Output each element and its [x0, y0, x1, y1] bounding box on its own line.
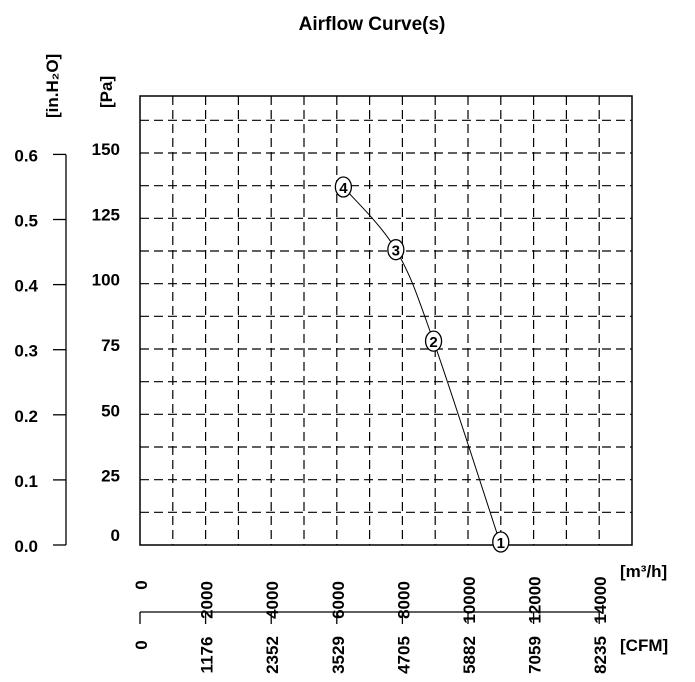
- y-tick-label: 100: [92, 271, 120, 290]
- x-tick-label-secondary: 0: [132, 640, 151, 649]
- x-tick-label-secondary: 1176: [198, 637, 217, 674]
- y-tick-label: 150: [92, 140, 120, 159]
- operating-point-marker: [492, 531, 510, 553]
- x-tick-label-secondary: 8235: [591, 636, 610, 674]
- x-tick-label: 10000: [460, 576, 479, 623]
- y-tick-label: 125: [92, 205, 120, 224]
- y-tick-label-secondary: 0.6: [14, 146, 38, 165]
- operating-point-label: 2: [429, 334, 437, 351]
- operating-point-marker: [424, 330, 443, 352]
- x-tick-label: 8000: [394, 581, 413, 619]
- x-tick-label-secondary: 7059: [526, 636, 545, 674]
- y-tick-label: 75: [101, 336, 120, 355]
- grid: [139, 95, 633, 546]
- y-tick-label-secondary: 0.3: [14, 342, 38, 361]
- x-tick-label: 12000: [526, 576, 545, 623]
- y-tick-label: 50: [101, 401, 120, 420]
- y-tick-label-secondary: 0.0: [14, 537, 38, 556]
- airflow-curve: [342, 186, 502, 546]
- series: 4 3 2 1: [334, 176, 510, 553]
- axes: [53, 153, 600, 624]
- operating-point-label: 1: [497, 535, 505, 552]
- y-tick-label-secondary: 0.4: [14, 277, 38, 296]
- plot-border: [139, 95, 633, 546]
- y-tick-label-secondary: 0.1: [14, 472, 38, 491]
- chart-title: Airflow Curve(s): [299, 14, 446, 35]
- x-tick-label: 14000: [591, 576, 610, 623]
- x-axis-label: [m³/h]: [620, 562, 667, 581]
- y-axis-secondary-label: [in.H₂O]: [43, 54, 62, 118]
- x-tick-label: 6000: [329, 581, 348, 619]
- y-tick-label: 25: [101, 467, 120, 486]
- x-tick-label-secondary: 5882: [460, 636, 479, 674]
- operating-point-label: 3: [392, 243, 400, 260]
- operating-point-marker: [387, 239, 405, 261]
- x-tick-label: 2000: [198, 581, 217, 619]
- y-tick-label: 0: [111, 526, 120, 545]
- y-tick-label-secondary: 0.2: [14, 407, 38, 426]
- y-axis-label: [Pa]: [97, 76, 116, 108]
- x-tick-label: 4000: [263, 581, 282, 619]
- x-tick-label: 0: [132, 580, 151, 589]
- x-tick-label-secondary: 2352: [263, 636, 282, 674]
- operating-point-label: 4: [339, 180, 348, 197]
- x-tick-label-secondary: 4705: [394, 636, 413, 674]
- operating-point-marker: [334, 176, 353, 198]
- x-tick-label-secondary: 3529: [329, 636, 348, 674]
- y-tick-label-secondary: 0.5: [14, 212, 38, 231]
- x-axis-secondary-label: [CFM]: [620, 636, 668, 655]
